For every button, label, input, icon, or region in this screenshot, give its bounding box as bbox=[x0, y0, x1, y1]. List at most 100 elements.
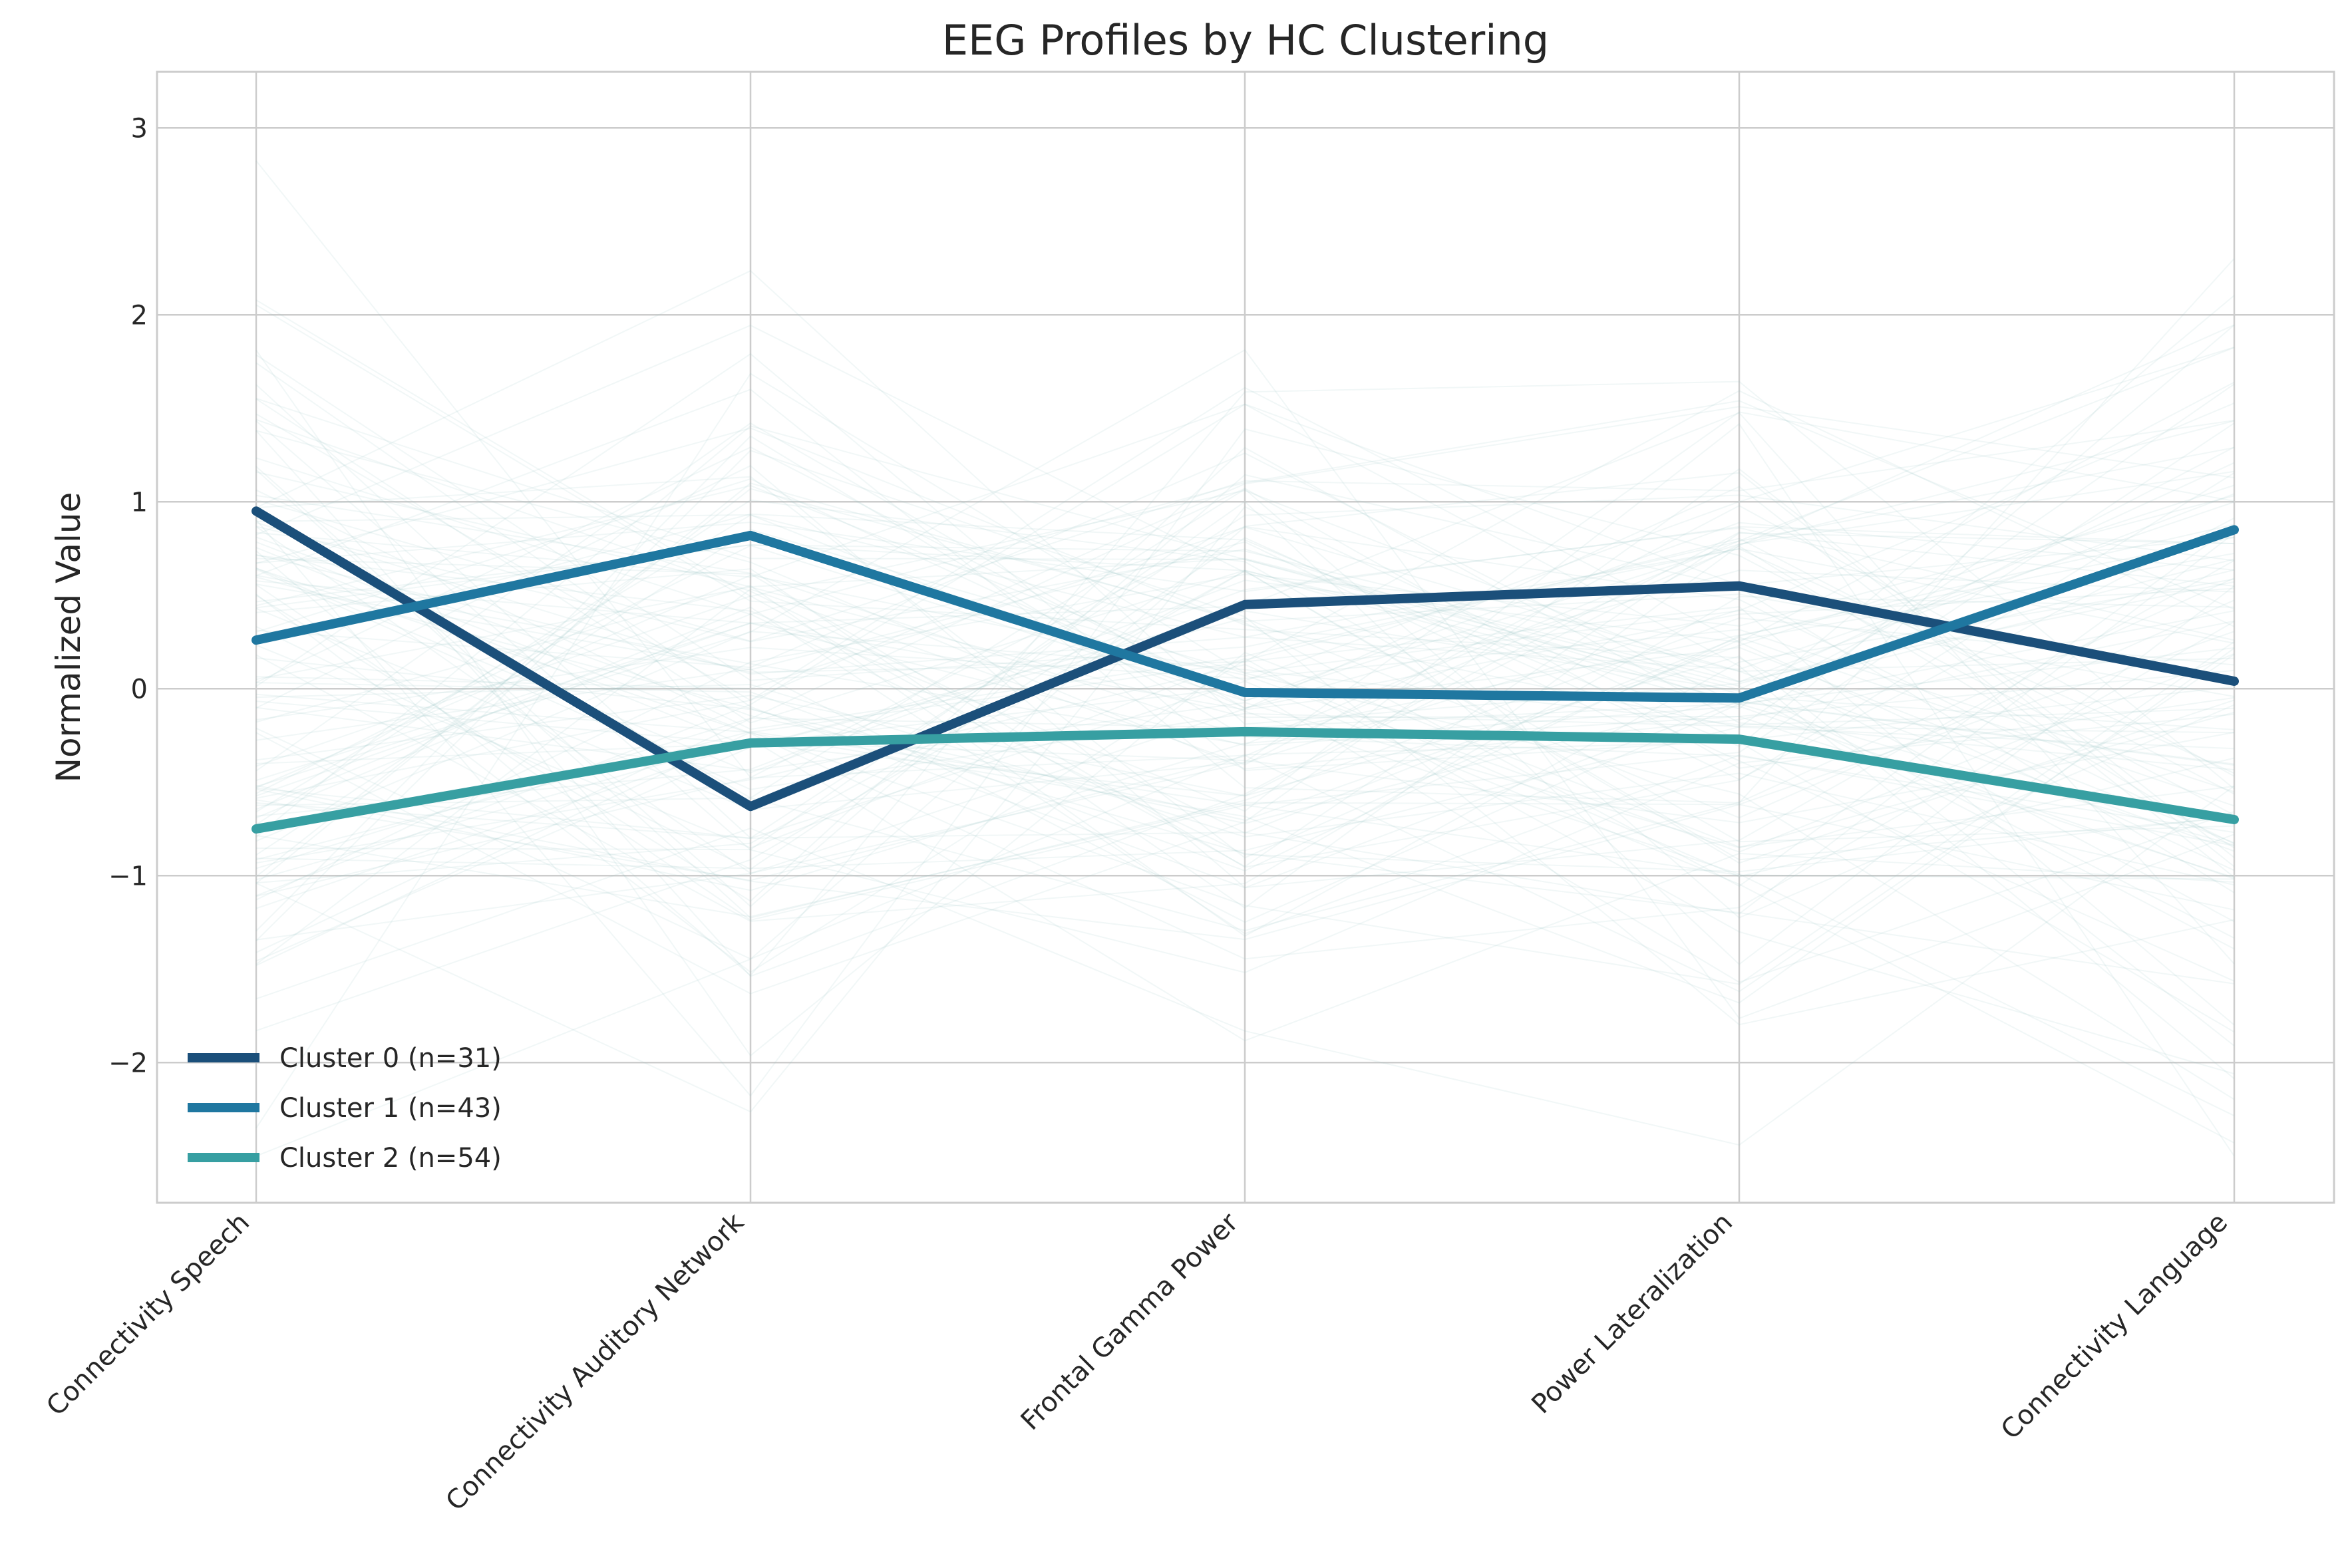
individual-profile-line bbox=[255, 622, 2235, 844]
individual-profile-line bbox=[255, 606, 2235, 1026]
individual-profile-line bbox=[255, 576, 2235, 985]
individual-profile-line bbox=[255, 411, 2235, 810]
plot-frame bbox=[156, 71, 2335, 1204]
individual-profile-line bbox=[255, 324, 2235, 747]
individual-profile-line bbox=[255, 567, 2235, 960]
series-line-cluster-1 bbox=[252, 525, 2239, 703]
individual-profile-line bbox=[255, 400, 2235, 615]
individual-profile-line bbox=[255, 606, 2235, 935]
y-tick-label: −1 bbox=[108, 861, 148, 891]
individual-profile-line bbox=[255, 390, 2235, 673]
individual-profile-line bbox=[255, 420, 2235, 642]
cluster-lines bbox=[252, 506, 2239, 834]
individual-profile-line bbox=[255, 731, 2235, 909]
individual-profile-line bbox=[255, 500, 2235, 965]
y-tick-label: −2 bbox=[108, 1048, 148, 1078]
individual-profile-line bbox=[255, 686, 2235, 983]
individual-profile-line bbox=[255, 499, 2235, 843]
individual-profile-line bbox=[255, 398, 2235, 695]
legend-label-cluster-0: Cluster 0 (n=31) bbox=[279, 1043, 502, 1074]
individual-profile-line bbox=[255, 422, 2235, 1157]
series-line-cluster-2 bbox=[252, 726, 2239, 834]
individual-profile-line bbox=[255, 517, 2235, 780]
individual-profile-line bbox=[255, 420, 2235, 797]
individual-profile-line bbox=[255, 521, 2235, 593]
individual-profile-line bbox=[255, 578, 2235, 937]
individual-profile-line bbox=[255, 526, 2235, 689]
y-axis-label: Normalized Value bbox=[49, 492, 88, 783]
individual-profile-line bbox=[255, 418, 2235, 834]
individual-profile-line bbox=[255, 304, 2235, 923]
individual-profile-line bbox=[255, 610, 2235, 962]
individual-profile-line bbox=[255, 383, 2235, 728]
individual-profile-line bbox=[255, 738, 2235, 1042]
y-tick-label: 1 bbox=[131, 487, 148, 518]
y-tick-label: 3 bbox=[131, 113, 148, 144]
individual-profile-line bbox=[255, 295, 2235, 710]
individual-profile-line bbox=[255, 494, 2235, 834]
individual-profile-line bbox=[255, 644, 2235, 1075]
individual-profile-line bbox=[255, 514, 2235, 1117]
individual-profile-line bbox=[255, 381, 2235, 977]
individual-profile-line bbox=[255, 324, 2235, 909]
individual-profile-line bbox=[255, 655, 2235, 1046]
individual-profile-line bbox=[255, 681, 2235, 1144]
individual-profile-line bbox=[255, 381, 2235, 799]
individual-profile-line bbox=[255, 629, 2235, 793]
chart-title: EEG Profiles by HC Clustering bbox=[942, 16, 1549, 65]
individual-profile-line bbox=[255, 631, 2235, 842]
individual-profile-line bbox=[255, 349, 2235, 1019]
individual-profile-line bbox=[255, 384, 2235, 839]
individual-profile-line bbox=[255, 403, 2235, 586]
series-line-cluster-0 bbox=[252, 506, 2239, 812]
legend-label-cluster-1: Cluster 1 (n=43) bbox=[279, 1093, 502, 1124]
individual-profile-line bbox=[255, 299, 2235, 683]
individual-profile-line bbox=[255, 584, 2235, 921]
individual-profile-line bbox=[255, 347, 2235, 746]
individual-profile-line bbox=[255, 631, 2235, 917]
individual-profile-line bbox=[255, 488, 2235, 877]
individual-profile-line bbox=[255, 544, 2235, 852]
individual-profile-line bbox=[255, 574, 2235, 853]
legend-label-cluster-2: Cluster 2 (n=54) bbox=[279, 1143, 502, 1174]
individual-profile-line bbox=[255, 538, 2235, 973]
individual-profile-line bbox=[255, 484, 2235, 821]
individual-profile-line bbox=[255, 446, 2235, 902]
individual-profile-line bbox=[255, 532, 2235, 867]
individual-profile-line bbox=[255, 435, 2235, 932]
individual-profile-line bbox=[255, 450, 2235, 1026]
individual-profile-line bbox=[255, 577, 2235, 931]
individual-profile-line bbox=[255, 466, 2235, 907]
individual-profile-line bbox=[255, 536, 2235, 824]
individual-profile-line bbox=[255, 726, 2235, 869]
individual-profile-line bbox=[255, 476, 2235, 859]
individual-profile-line bbox=[255, 668, 2235, 923]
individual-profile-line bbox=[255, 526, 2235, 1157]
individual-profile-line bbox=[255, 727, 2235, 1033]
individual-profile-line bbox=[255, 568, 2235, 790]
individual-profile-line bbox=[255, 464, 2235, 889]
individual-profile-line bbox=[255, 784, 2235, 941]
individual-profile-line bbox=[255, 547, 2235, 819]
individual-profile-line bbox=[255, 641, 2235, 985]
individual-profile-line bbox=[255, 522, 2235, 675]
individual-profile-line bbox=[255, 373, 2235, 1129]
individual-profile-line bbox=[255, 506, 2235, 1113]
individual-profile-line bbox=[255, 595, 2235, 922]
grid bbox=[157, 72, 2334, 1203]
individual-profile-line bbox=[255, 406, 2235, 701]
y-tick-label: 2 bbox=[131, 300, 148, 331]
individual-profile-line bbox=[255, 362, 2235, 889]
individual-profile-line bbox=[255, 541, 2235, 1004]
y-ticks: 3 2 1 0 −1 −2 bbox=[108, 113, 148, 1078]
individual-profile-line bbox=[255, 613, 2235, 873]
individual-profile-line bbox=[255, 470, 2235, 794]
individual-profile-line bbox=[255, 478, 2235, 709]
individual-profile-line bbox=[255, 532, 2235, 915]
individual-profile-line bbox=[255, 683, 2235, 886]
individual-profile-lines bbox=[255, 160, 2235, 1157]
individual-profile-line bbox=[255, 569, 2235, 884]
individual-profile-line bbox=[255, 430, 2235, 770]
individual-profile-line bbox=[255, 422, 2235, 772]
